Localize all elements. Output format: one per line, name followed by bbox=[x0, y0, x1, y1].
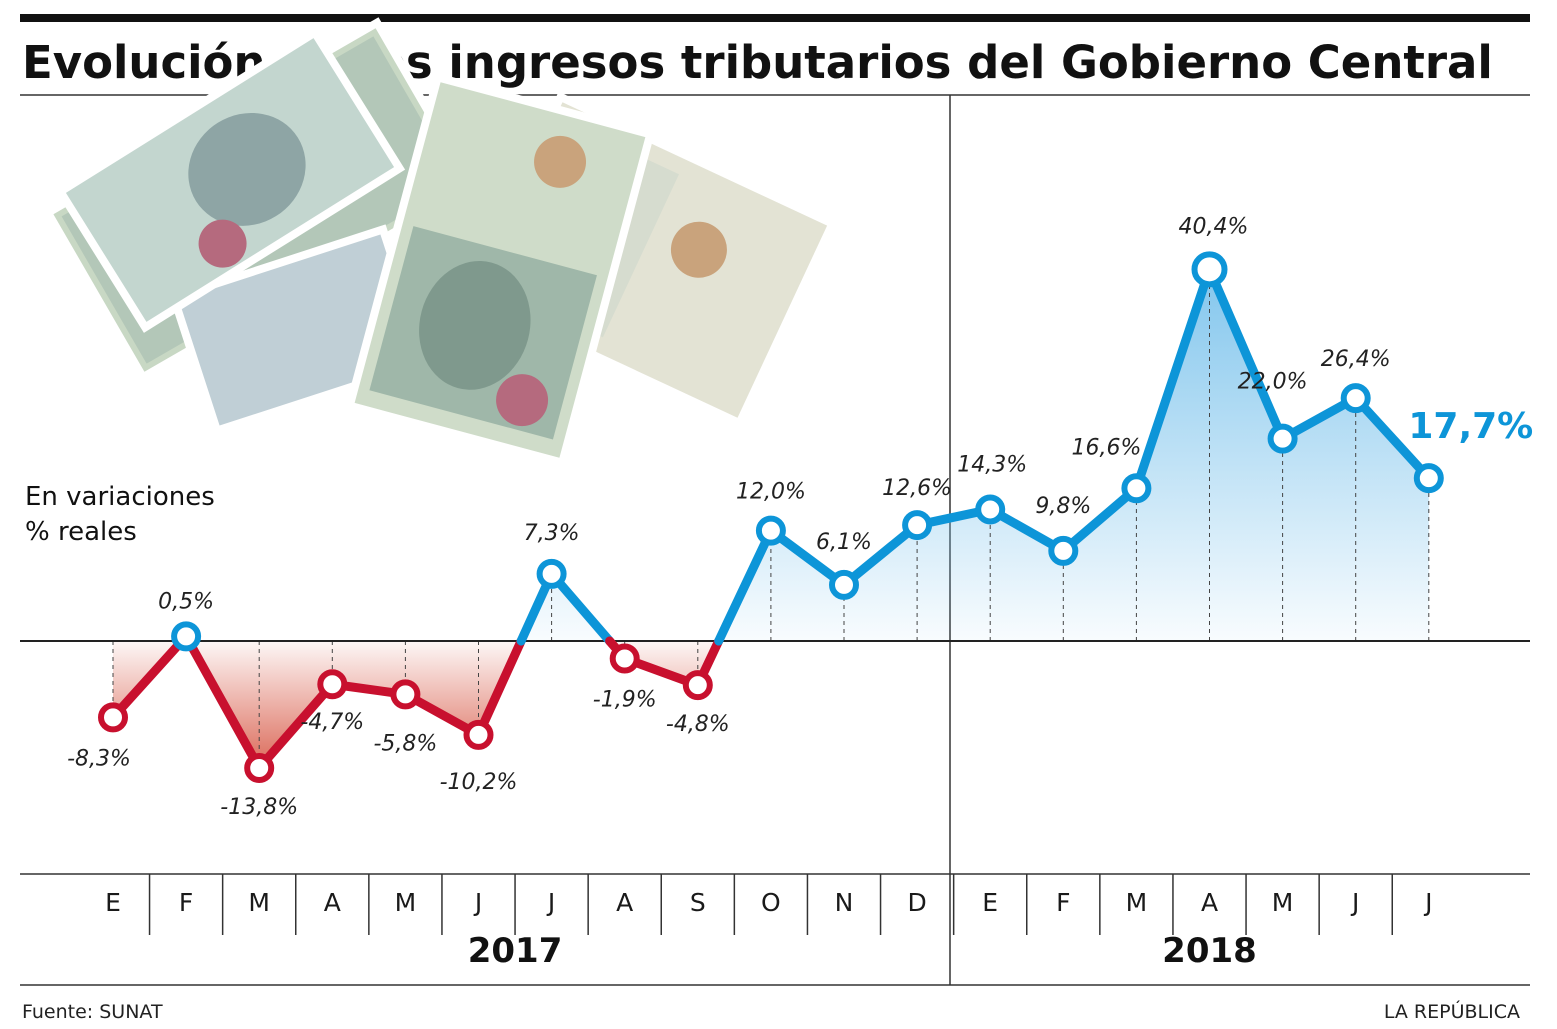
series-segment bbox=[714, 526, 776, 646]
month-label: J bbox=[1350, 888, 1359, 917]
month-label: M bbox=[1126, 888, 1148, 917]
data-label: 26,4% bbox=[1321, 347, 1391, 372]
data-label: 16,6% bbox=[1071, 435, 1141, 460]
data-point bbox=[1121, 473, 1152, 504]
data-label: 0,5% bbox=[158, 589, 214, 614]
data-label: 7,3% bbox=[524, 521, 580, 546]
data-point bbox=[1267, 423, 1298, 454]
month-label: J bbox=[1423, 888, 1432, 917]
data-label: 12,0% bbox=[736, 480, 806, 505]
data-point bbox=[98, 702, 128, 733]
data-point bbox=[171, 621, 202, 652]
data-label: -13,8% bbox=[220, 795, 298, 820]
source-note: Fuente: SUNAT bbox=[22, 1001, 163, 1023]
month-label: S bbox=[690, 888, 706, 917]
data-label: 14,3% bbox=[957, 452, 1027, 477]
month-label: M bbox=[248, 888, 270, 917]
data-label: 22,0% bbox=[1238, 370, 1308, 395]
data-label: 40,4% bbox=[1179, 214, 1249, 239]
data-point bbox=[1340, 383, 1371, 414]
data-label: -4,8% bbox=[666, 712, 730, 737]
month-label: E bbox=[105, 888, 121, 917]
data-point bbox=[975, 494, 1006, 525]
top-bar bbox=[20, 14, 1530, 22]
data-label: 12,6% bbox=[882, 476, 952, 501]
data-point bbox=[463, 719, 494, 750]
data-point bbox=[755, 515, 786, 546]
data-point bbox=[1191, 251, 1228, 288]
month-label: A bbox=[1201, 888, 1218, 917]
data-point bbox=[317, 669, 348, 700]
data-label: -8,3% bbox=[67, 746, 131, 771]
month-label: M bbox=[395, 888, 417, 917]
series-segment bbox=[184, 636, 264, 773]
month-label: O bbox=[761, 888, 781, 917]
month-label: N bbox=[835, 888, 854, 917]
data-point bbox=[1048, 535, 1079, 566]
month-label: D bbox=[907, 888, 926, 917]
data-label: -5,8% bbox=[373, 731, 437, 756]
year-label: 2018 bbox=[1162, 931, 1257, 971]
data-label: 9,8% bbox=[1035, 494, 1091, 519]
month-label: M bbox=[1272, 888, 1294, 917]
data-label: 6,1% bbox=[816, 530, 872, 555]
month-label: F bbox=[179, 888, 193, 917]
year-label: 2017 bbox=[468, 931, 563, 971]
area-positive bbox=[113, 269, 1429, 641]
data-point bbox=[682, 670, 713, 701]
month-label: A bbox=[616, 888, 633, 917]
series-segment bbox=[108, 636, 187, 722]
series-segment bbox=[1351, 393, 1434, 483]
series-segment bbox=[1058, 483, 1141, 556]
data-label: -1,9% bbox=[593, 687, 657, 712]
series-segment bbox=[766, 526, 849, 590]
series-segment bbox=[474, 636, 526, 740]
y-label-line1: En variaciones bbox=[25, 482, 215, 512]
month-label: F bbox=[1056, 888, 1070, 917]
data-label: -10,2% bbox=[440, 770, 518, 795]
series-segment bbox=[1131, 264, 1214, 493]
data-point bbox=[536, 558, 567, 589]
data-label: 17,7% bbox=[1408, 406, 1533, 447]
y-label-line2: % reales bbox=[25, 517, 137, 547]
data-point bbox=[390, 679, 421, 710]
area-negative bbox=[113, 641, 1429, 768]
data-point bbox=[244, 752, 275, 783]
month-label: A bbox=[324, 888, 341, 917]
series-segment bbox=[1205, 264, 1288, 444]
month-label: E bbox=[982, 888, 998, 917]
data-point bbox=[902, 510, 933, 541]
data-point bbox=[829, 569, 859, 600]
month-label: J bbox=[473, 888, 482, 917]
data-point bbox=[1413, 463, 1444, 494]
month-label: J bbox=[546, 888, 555, 917]
credit: LA REPÚBLICA bbox=[1384, 999, 1520, 1023]
data-point bbox=[609, 643, 640, 674]
series-segment bbox=[839, 520, 922, 590]
data-label: -4,7% bbox=[300, 710, 364, 735]
series-segment bbox=[254, 679, 337, 773]
banknotes-illustration bbox=[42, 17, 838, 468]
